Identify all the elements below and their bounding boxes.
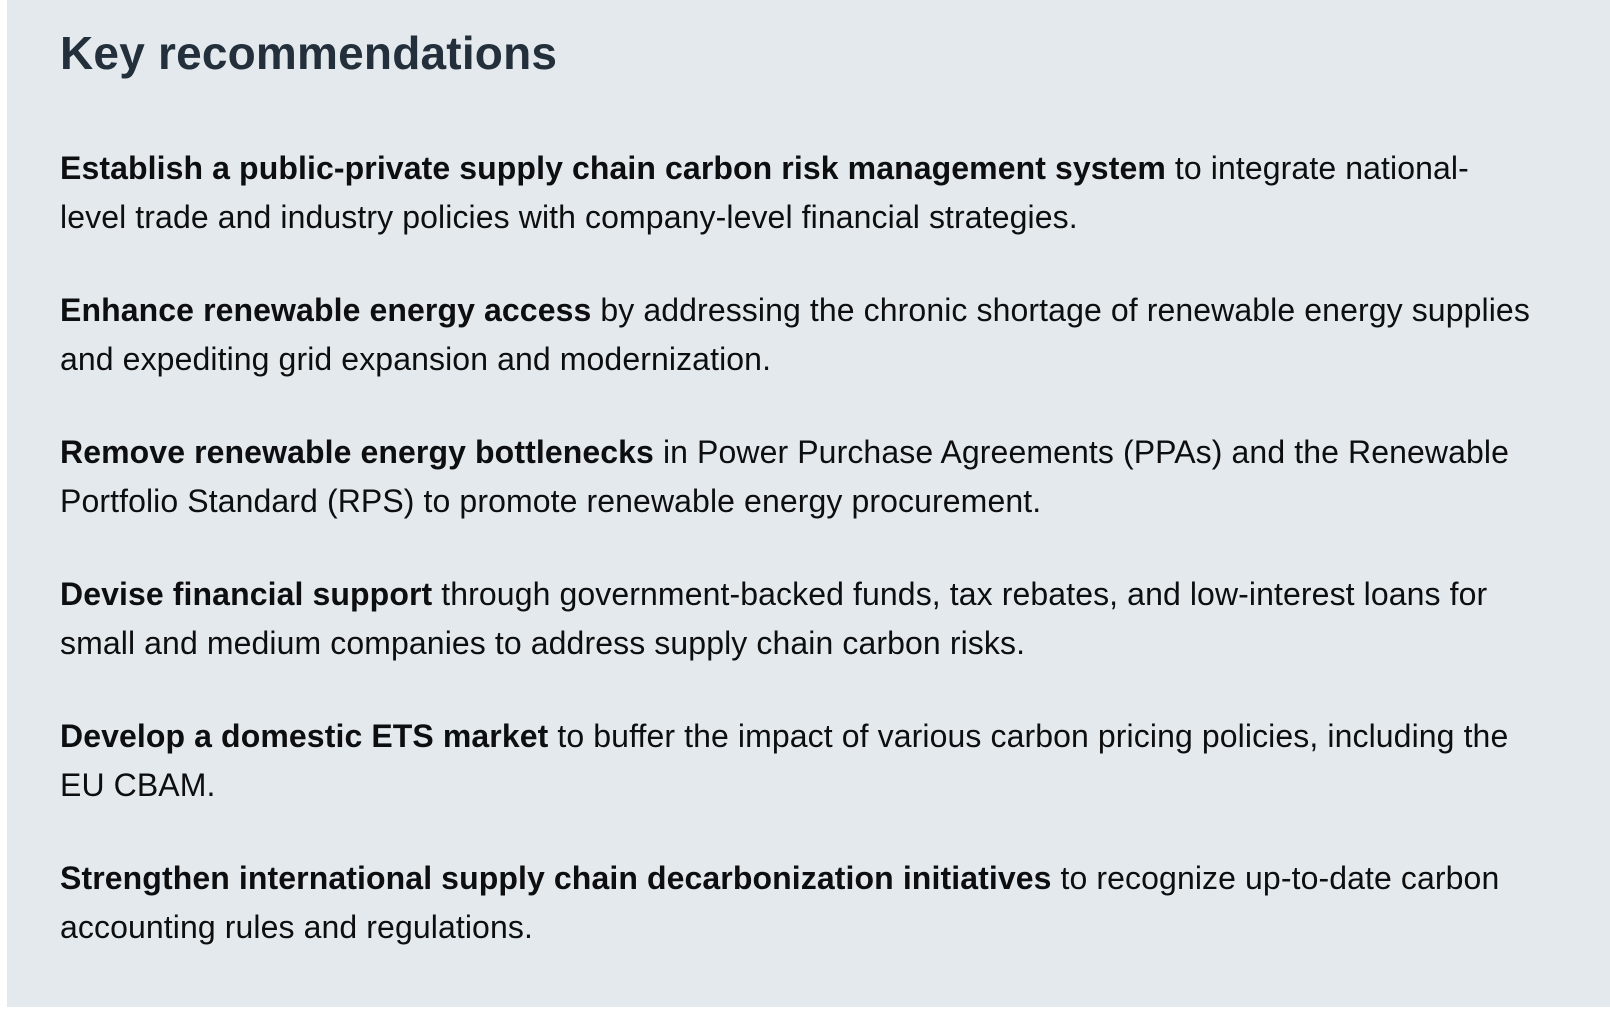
paragraph-lead: Remove renewable energy bottlenecks [60,434,654,470]
paragraph-body: to buffer the impact of various carbon p… [60,718,1509,803]
recommendation-paragraph: Devise financial support through governm… [60,570,1535,668]
page-title: Key recommendations [60,27,558,79]
recommendation-paragraph: Remove renewable energy bottlenecks in P… [60,428,1535,526]
paragraph-body: to integrate national-level trade and in… [60,150,1469,235]
paragraph-lead: Establish a public-private supply chain … [60,150,1166,186]
paragraph-lead: Devise financial support [60,576,433,612]
paragraph-lead: Develop a domestic ETS market [60,718,549,754]
recommendation-paragraph: Develop a domestic ETS market to buffer … [60,712,1535,810]
recommendation-paragraph: Enhance renewable energy access by addre… [60,286,1535,384]
recommendations-panel: Key recommendations Establish a public-p… [7,0,1610,1007]
paragraph-body: by addressing the chronic shortage of re… [60,292,1530,377]
paragraph-body: through government-backed funds, tax reb… [60,576,1488,661]
paragraph-lead: Enhance renewable energy access [60,292,592,328]
paragraph-body: in Power Purchase Agreements (PPAs) and … [60,434,1509,519]
recommendation-paragraph: Strengthen international supply chain de… [60,854,1535,952]
recommendation-paragraph: Establish a public-private supply chain … [60,144,1535,242]
paragraph-lead: Strengthen international supply chain de… [60,860,1052,896]
paragraph-body: to recognize up-to-date carbon accountin… [60,860,1500,945]
